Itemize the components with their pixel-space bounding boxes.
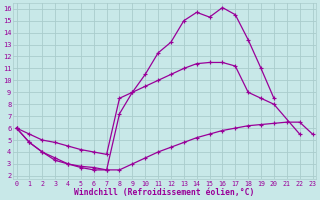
X-axis label: Windchill (Refroidissement éolien,°C): Windchill (Refroidissement éolien,°C) xyxy=(74,188,255,197)
